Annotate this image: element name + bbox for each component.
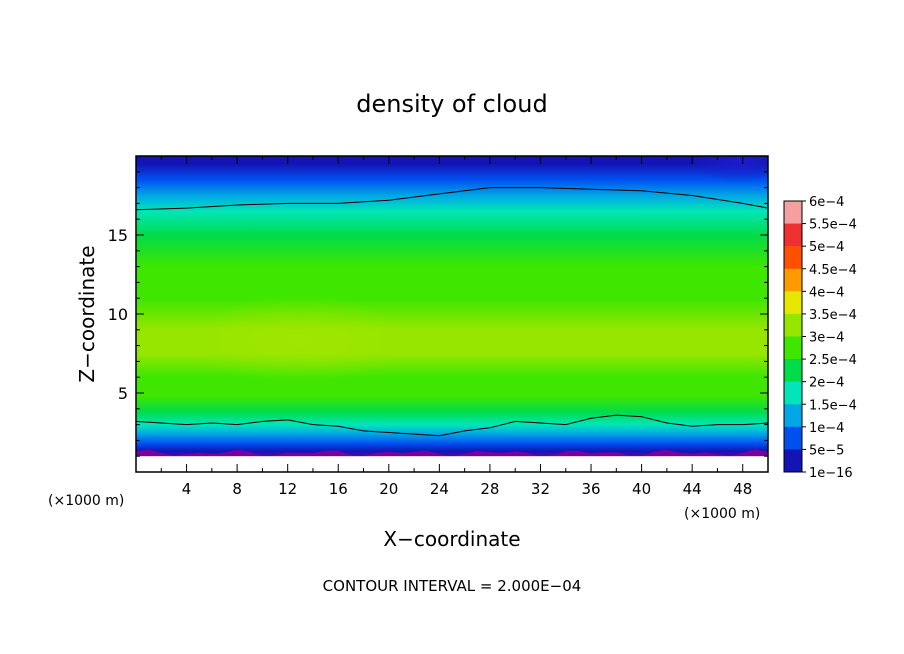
colorbar-swatch (784, 359, 802, 383)
x-unit-right: (×1000 m) (684, 506, 760, 522)
field-blob-center (190, 295, 410, 385)
x-tick-label: 12 (278, 480, 297, 498)
x-axis-label: X−coordinate (383, 527, 520, 551)
colorbar-swatch (784, 449, 802, 473)
y-tick-label: 10 (108, 305, 128, 324)
field-corner-top-right (690, 156, 768, 182)
x-tick-label: 48 (733, 480, 752, 498)
colorbar: 6e−4 5.5e−4 5e−4 4.5e−4 4e−4 3.5e−4 3e−4 2.5e−4… (783, 195, 857, 481)
x-tick-label: 32 (531, 480, 550, 498)
colorbar-label: 3e−4 (809, 331, 844, 346)
x-tick-label: 24 (430, 480, 449, 498)
colorbar-swatch (784, 313, 802, 337)
y-axis-label: Z−coordinate (75, 245, 99, 382)
colorbar-label: 2e−4 (809, 376, 844, 391)
colorbar-swatch (784, 426, 802, 450)
x-axis-ticks: 4 8 12 16 20 24 28 32 36 40 44 48 (160, 156, 752, 498)
below-ground-area (136, 456, 768, 472)
ground-band (136, 449, 768, 472)
colorbar-label: 2.5e−4 (809, 353, 857, 368)
x-tick-label: 20 (379, 480, 398, 498)
colorbar-swatch (784, 246, 802, 270)
x-tick-label: 8 (232, 480, 242, 498)
x-tick-label: 28 (480, 480, 499, 498)
colorbar-label: 4.5e−4 (809, 263, 857, 278)
colorbar-swatch (784, 291, 802, 315)
x-tick-label: 36 (581, 480, 600, 498)
colorbar-label: 5e−4 (809, 240, 844, 255)
colorbar-label: 5e−5 (809, 443, 844, 458)
x-tick-label: 16 (329, 480, 348, 498)
x-unit-left: (×1000 m) (48, 493, 124, 509)
y-tick-label: 5 (118, 384, 128, 403)
colorbar-label: 6e−4 (809, 195, 844, 210)
x-tick-label: 40 (632, 480, 651, 498)
plot-area (136, 156, 768, 472)
colorbar-swatch (784, 268, 802, 292)
colorbar-swatch (784, 336, 802, 360)
colorbar-swatch (784, 381, 802, 405)
colorbar-swatch (784, 223, 802, 247)
contour-interval-note: CONTOUR INTERVAL = 2.000E−04 (323, 577, 582, 595)
colorbar-swatch (784, 201, 802, 225)
colorbar-swatch (784, 404, 802, 428)
colorbar-label: 1e−4 (809, 421, 844, 436)
y-axis-ticks: 5 10 15 (108, 171, 768, 457)
contour-line-upper (136, 187, 768, 211)
colorbar-label: 3.5e−4 (809, 308, 857, 323)
x-tick-label: 4 (182, 480, 192, 498)
y-tick-label: 15 (108, 226, 128, 245)
colorbar-label: 1e−16 (809, 466, 853, 481)
colorbar-label: 5.5e−4 (809, 218, 857, 233)
colorbar-label: 1.5e−4 (809, 398, 857, 413)
x-tick-label: 44 (683, 480, 702, 498)
chart-title: density of cloud (356, 90, 547, 118)
colorbar-label: 4e−4 (809, 285, 844, 300)
contour-line-lower (136, 414, 768, 437)
